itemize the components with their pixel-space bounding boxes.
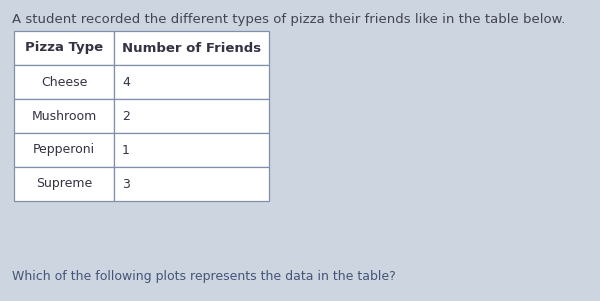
Bar — [14, 31, 114, 65]
Text: Supreme: Supreme — [36, 178, 92, 191]
Text: Which of the following plots represents the data in the table?: Which of the following plots represents … — [12, 270, 396, 283]
Text: Pepperoni: Pepperoni — [33, 144, 95, 157]
Bar — [114, 133, 269, 167]
Bar — [14, 133, 114, 167]
Bar — [114, 31, 269, 65]
Bar — [114, 99, 269, 133]
Bar — [14, 65, 114, 99]
Bar — [114, 65, 269, 99]
Text: A student recorded the different types of pizza their friends like in the table : A student recorded the different types o… — [12, 13, 565, 26]
Text: Pizza Type: Pizza Type — [25, 42, 103, 54]
Text: 4: 4 — [122, 76, 130, 88]
Bar — [14, 167, 114, 201]
Bar — [114, 167, 269, 201]
Text: 2: 2 — [122, 110, 130, 123]
Text: Cheese: Cheese — [41, 76, 87, 88]
Text: 1: 1 — [122, 144, 130, 157]
Text: Mushroom: Mushroom — [31, 110, 97, 123]
Text: Number of Friends: Number of Friends — [122, 42, 261, 54]
Bar — [14, 99, 114, 133]
Text: 3: 3 — [122, 178, 130, 191]
